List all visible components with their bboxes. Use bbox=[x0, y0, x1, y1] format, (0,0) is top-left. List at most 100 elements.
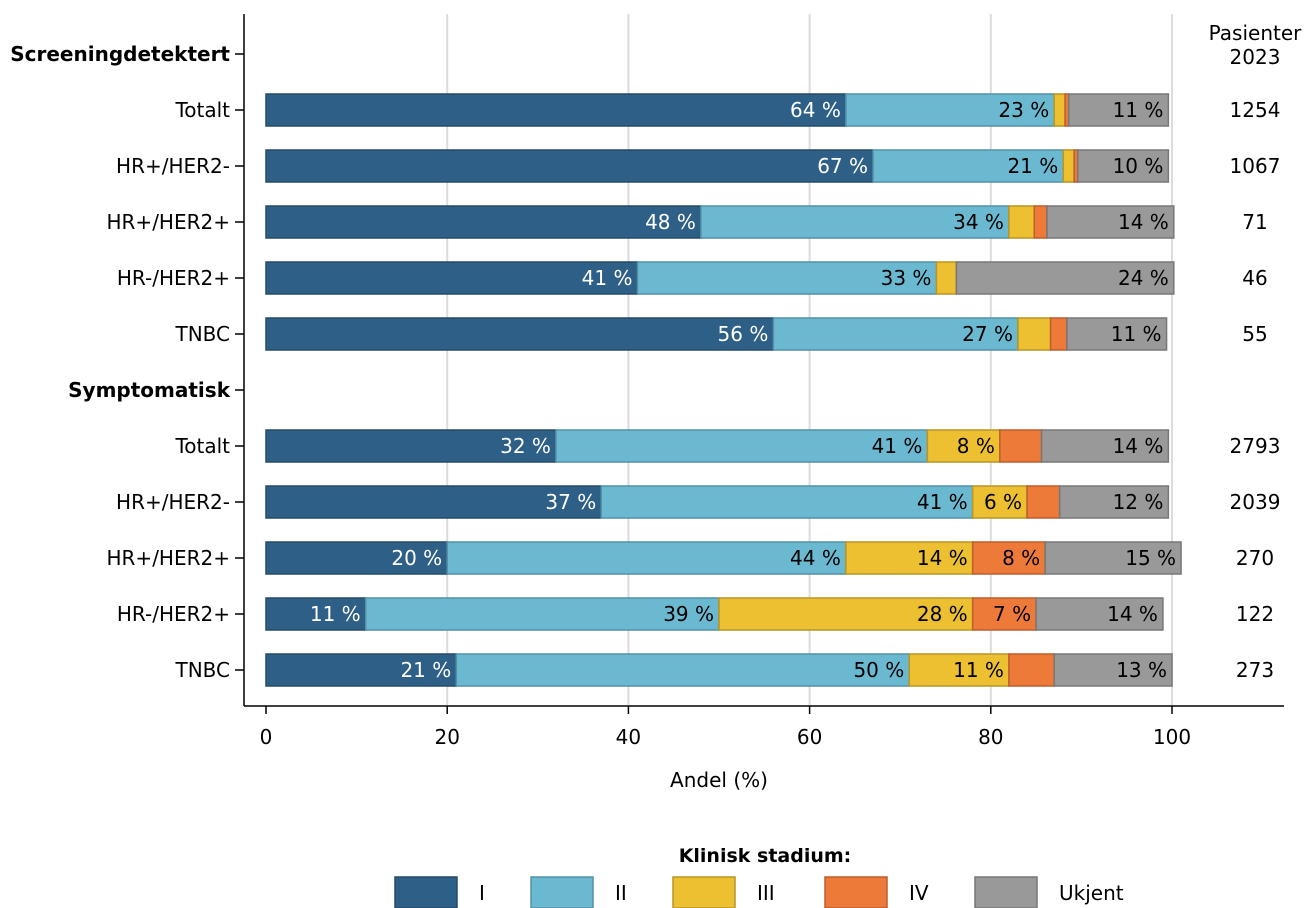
bar-segment-i bbox=[265, 653, 458, 687]
row-label: TNBC bbox=[174, 322, 230, 346]
data-label: 28 % bbox=[917, 602, 968, 626]
bar-segment-i bbox=[265, 541, 448, 575]
data-label: 11 % bbox=[1111, 322, 1162, 346]
data-label: 41 % bbox=[917, 490, 968, 514]
data-label: 21 % bbox=[1007, 154, 1058, 178]
row-label: HR-/HER2+ bbox=[117, 266, 230, 290]
group-header-label: Screeningdetektert bbox=[10, 42, 230, 66]
bar-segment-iv bbox=[1008, 653, 1055, 687]
x-tick-label: 0 bbox=[260, 725, 273, 749]
row-label: HR-/HER2+ bbox=[117, 602, 230, 626]
bar-segment-iv bbox=[1049, 317, 1068, 351]
patients-count: 2039 bbox=[1230, 490, 1281, 514]
data-label: 21 % bbox=[400, 658, 451, 682]
bars-group: 64 % 23 % 11 % 67 % 21 % 10 % 48 % 34 % 14 % 41 %… bbox=[265, 93, 1182, 687]
row-label: TNBC bbox=[174, 658, 230, 682]
data-label: 48 % bbox=[645, 210, 696, 234]
y-axis-labels: Screeningdetektert Totalt HR+/HER2- HR+/HER… bbox=[10, 42, 230, 682]
legend-label: III bbox=[757, 881, 775, 905]
bar-segment-ukjent bbox=[1067, 93, 1170, 127]
bar-segment-ii bbox=[772, 317, 1019, 351]
x-tick-label: 80 bbox=[978, 725, 1003, 749]
bar-segment-ii bbox=[600, 485, 974, 519]
bar-segment-ii bbox=[446, 541, 847, 575]
data-label: 11 % bbox=[1113, 98, 1164, 122]
bar-segment-iii bbox=[1008, 205, 1036, 239]
bar-segment-i bbox=[265, 317, 775, 351]
data-label: 11 % bbox=[310, 602, 361, 626]
data-label: 24 % bbox=[1118, 266, 1169, 290]
bar-segment-iv bbox=[1026, 485, 1061, 519]
legend-swatch-ii bbox=[530, 876, 594, 908]
bar-segment-ii bbox=[364, 597, 720, 631]
bar-segment-iii bbox=[845, 541, 974, 575]
data-label: 15 % bbox=[1125, 546, 1176, 570]
legend-label: Ukjent bbox=[1059, 881, 1124, 905]
legend-title: Klinisk stadium: bbox=[679, 845, 852, 867]
bar-segment-ii bbox=[872, 149, 1065, 183]
patients-count: 71 bbox=[1242, 210, 1267, 234]
x-tick-label: 100 bbox=[1153, 725, 1191, 749]
data-label: 39 % bbox=[663, 602, 714, 626]
bar-segment-i bbox=[265, 205, 702, 239]
data-label: 14 % bbox=[1118, 210, 1169, 234]
patients-count: 122 bbox=[1236, 602, 1274, 626]
data-label: 11 % bbox=[953, 658, 1004, 682]
data-label: 37 % bbox=[545, 490, 596, 514]
patients-count: 270 bbox=[1236, 546, 1274, 570]
row-label: HR+/HER2+ bbox=[107, 546, 231, 570]
legend-label: IV bbox=[909, 881, 929, 905]
bar-segment-ukjent bbox=[1077, 149, 1170, 183]
bar-segment-ukjent bbox=[1046, 205, 1175, 239]
data-label: 8 % bbox=[957, 434, 995, 458]
legend-label: II bbox=[615, 881, 627, 905]
legend-swatch-iii bbox=[672, 876, 736, 908]
row-label: Totalt bbox=[174, 434, 230, 458]
data-label: 34 % bbox=[953, 210, 1004, 234]
row-label: Totalt bbox=[174, 98, 230, 122]
data-label: 33 % bbox=[881, 266, 932, 290]
bar-segment-iii bbox=[1062, 149, 1075, 183]
legend-swatch-ukjent bbox=[974, 876, 1038, 908]
data-label: 12 % bbox=[1113, 490, 1164, 514]
x-tick-label: 60 bbox=[797, 725, 822, 749]
x-tick-label: 20 bbox=[434, 725, 459, 749]
legend-swatch-i bbox=[394, 876, 458, 908]
bar-segment-ukjent bbox=[1035, 597, 1164, 631]
data-label: 56 % bbox=[718, 322, 769, 346]
data-label: 27 % bbox=[962, 322, 1013, 346]
bar-segment-iii bbox=[1053, 93, 1066, 127]
data-label: 41 % bbox=[582, 266, 633, 290]
data-label: 32 % bbox=[500, 434, 551, 458]
bar-segment-ii bbox=[845, 93, 1055, 127]
bar-segment-ii bbox=[636, 261, 938, 295]
data-label: 7 % bbox=[993, 602, 1031, 626]
data-label: 23 % bbox=[998, 98, 1049, 122]
bar-segment-iii bbox=[718, 597, 974, 631]
row-label: HR+/HER2- bbox=[116, 490, 230, 514]
data-label: 14 % bbox=[917, 546, 968, 570]
bar-segment-iv bbox=[1033, 205, 1048, 239]
group-header-label: Symptomatisk bbox=[68, 378, 231, 402]
grid-lines bbox=[446, 14, 1173, 706]
bar-segment-ukjent bbox=[1066, 317, 1168, 351]
bar-segment-i bbox=[265, 93, 847, 127]
bar-segment-i bbox=[265, 597, 367, 631]
patients-header-line-2: 2023 bbox=[1230, 45, 1281, 69]
patients-column: Pasienter 2023 1254 1067 71 46 55 2793 2039 270… bbox=[1209, 21, 1303, 682]
bar-segment-i bbox=[265, 429, 557, 463]
bar-segment-i bbox=[265, 149, 874, 183]
bar-segment-ukjent bbox=[1044, 541, 1182, 575]
x-axis-label: Andel (%) bbox=[670, 768, 768, 792]
bar-segment-iii bbox=[971, 485, 1028, 519]
bar-segment-ukjent bbox=[955, 261, 1175, 295]
data-label: 10 % bbox=[1113, 154, 1164, 178]
data-label: 64 % bbox=[790, 98, 841, 122]
bar-segment-ii bbox=[555, 429, 929, 463]
data-label: 67 % bbox=[817, 154, 868, 178]
legend-label: I bbox=[479, 881, 485, 905]
data-label: 8 % bbox=[1002, 546, 1040, 570]
data-label: 20 % bbox=[391, 546, 442, 570]
patients-count: 55 bbox=[1242, 322, 1267, 346]
